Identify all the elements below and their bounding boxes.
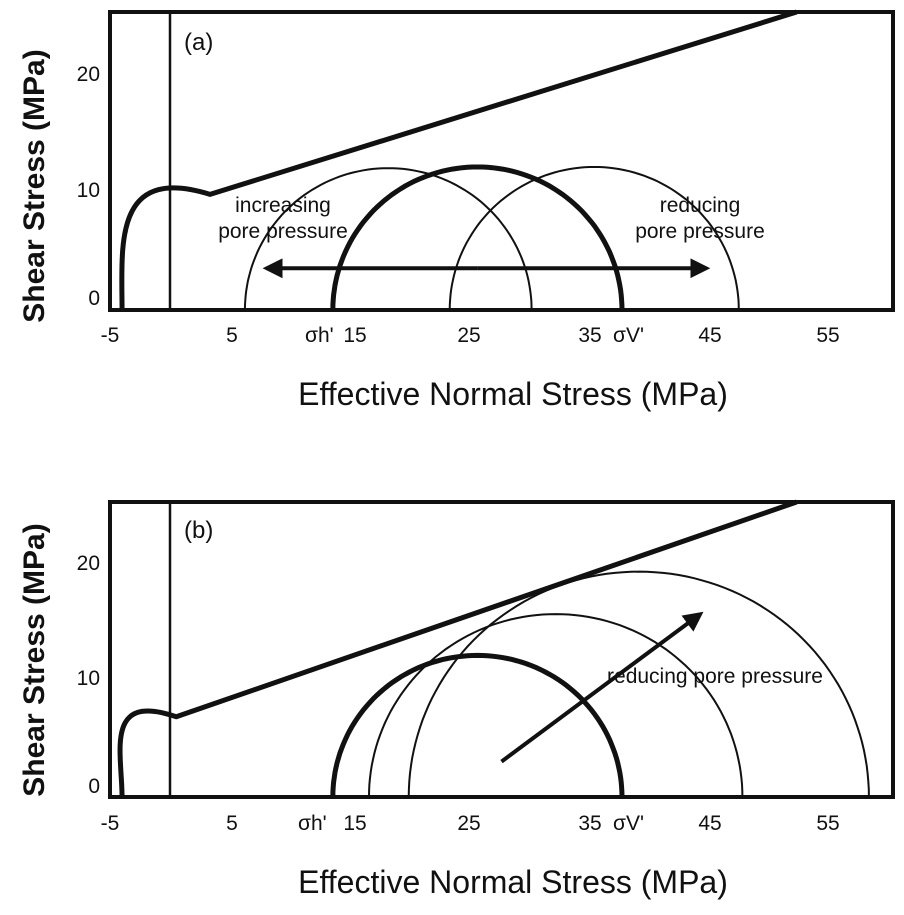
sigma-h-label: σh'	[305, 324, 334, 347]
sigma-v-label: σV'	[613, 324, 644, 347]
y-tick-label: 20	[77, 63, 100, 86]
annotation-reducing: reducing	[660, 194, 741, 217]
mohr-circle-3	[448, 166, 740, 311]
mohr-circle-1	[330, 652, 625, 798]
panel-a: (a) 20 10 0 -5 5 15 25 35 45 55 σh' σV' …	[18, 9, 895, 412]
panel-b: (b) 20 10 0 -5 5 15 25 35 45 55 σh' σV' …	[18, 499, 895, 900]
panel-label-a: (a)	[184, 29, 213, 56]
y-tick-label: 20	[77, 552, 100, 575]
x-tick-label: 25	[457, 324, 480, 347]
x-tick-label: 45	[698, 324, 721, 347]
y-tick-label: 10	[77, 179, 100, 202]
y-tick-label: 0	[88, 775, 100, 798]
x-tick-label: 15	[343, 324, 366, 347]
x-axis-label-a: Effective Normal Stress (MPa)	[298, 376, 728, 412]
x-tick-label: 35	[578, 324, 601, 347]
y-tick-label: 0	[88, 287, 100, 310]
x-tick-label: -5	[101, 324, 120, 347]
plot-area-b	[117, 499, 870, 798]
mohr-circle-2	[330, 164, 625, 311]
x-tick-label: -5	[101, 812, 120, 835]
x-tick-label: 55	[816, 812, 839, 835]
annotation-increasing: increasing	[235, 194, 331, 217]
y-axis-label-b: Shear Stress (MPa)	[18, 523, 51, 796]
x-tick-label: 25	[457, 812, 480, 835]
sigma-v-label: σV'	[613, 812, 644, 835]
annotation-increasing: pore pressure	[218, 220, 348, 243]
y-axis-label-a: Shear Stress (MPa)	[18, 49, 51, 322]
annotation-reducing: reducing pore pressure	[607, 665, 823, 688]
x-tick-label: 5	[226, 324, 238, 347]
annotation-reducing: pore pressure	[635, 220, 765, 243]
mohr-circle-2	[368, 613, 744, 798]
failure-envelope	[119, 9, 798, 311]
pressure-arrow-1	[500, 611, 704, 764]
x-tick-label: 15	[343, 812, 366, 835]
x-tick-label: 55	[816, 324, 839, 347]
x-tick-label: 45	[698, 812, 721, 835]
x-tick-label: 5	[226, 812, 238, 835]
panel-label-b: (b)	[184, 517, 213, 544]
plot-frame-a	[108, 10, 895, 312]
sigma-h-label: σh'	[298, 812, 327, 835]
mohr-circle-3	[407, 570, 870, 798]
plot-frame-b	[108, 500, 895, 799]
failure-envelope	[117, 499, 798, 798]
y-tick-label: 10	[77, 667, 100, 690]
x-tick-label: 35	[578, 812, 601, 835]
mohr-circle-1	[243, 167, 533, 311]
x-axis-label-b: Effective Normal Stress (MPa)	[298, 864, 728, 900]
plot-area-a	[119, 9, 798, 311]
